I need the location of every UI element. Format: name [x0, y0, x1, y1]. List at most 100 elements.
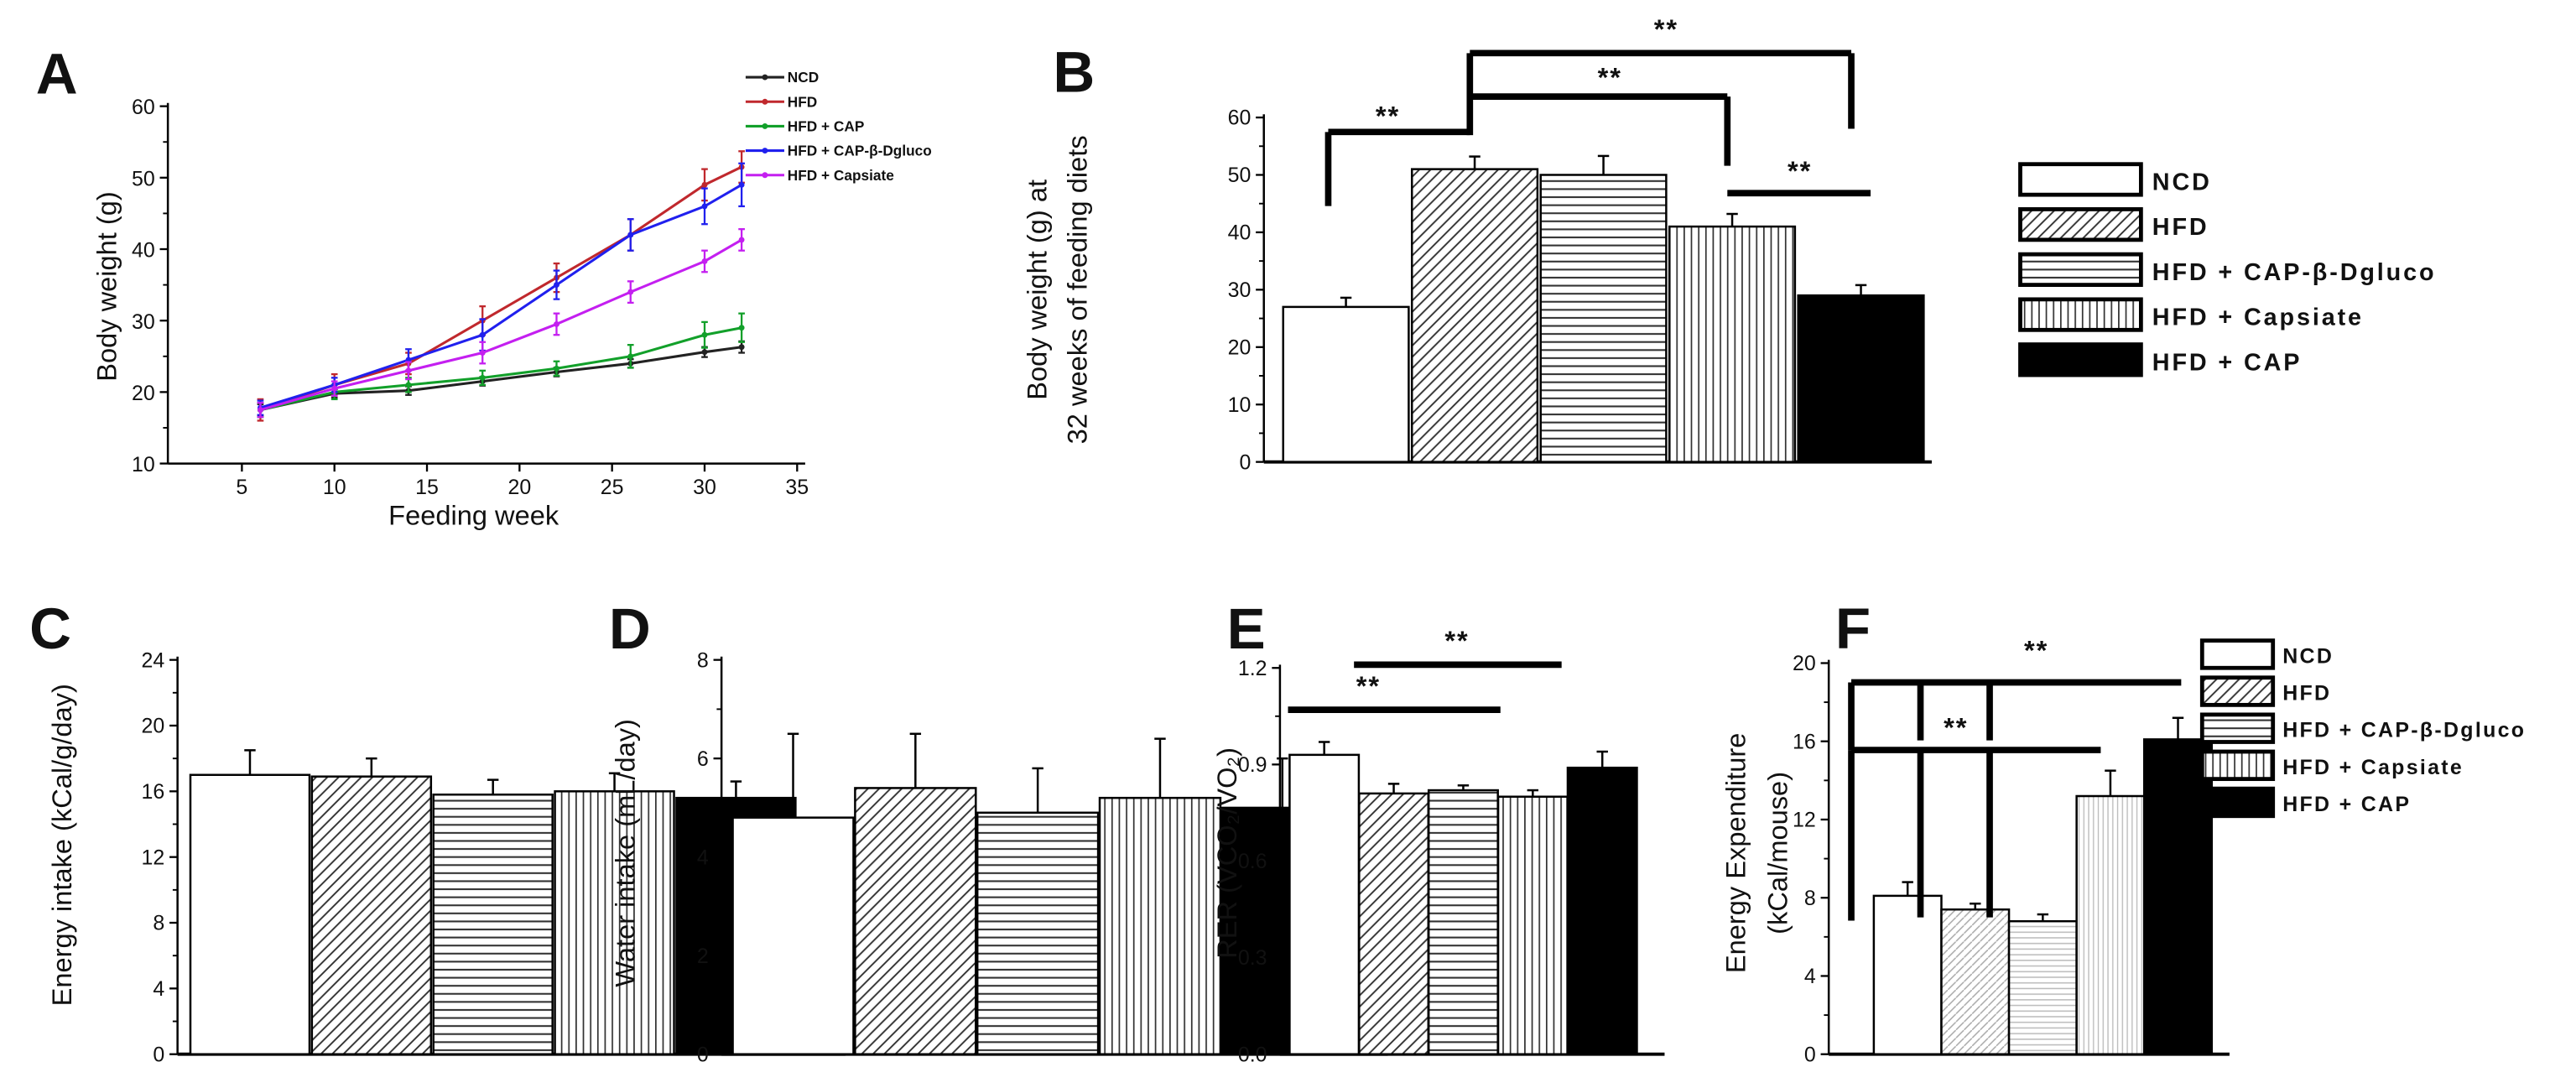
- y-tick-label: 10: [132, 453, 155, 476]
- panel-label: B: [1053, 39, 1095, 104]
- legend-marker: [762, 74, 768, 81]
- bar-hfd: [1410, 168, 1539, 463]
- y-tick-label: 1.2: [1238, 657, 1267, 680]
- bar-hfd-capsiate: [554, 790, 675, 1055]
- data-point: [738, 237, 745, 243]
- data-point: [479, 350, 486, 356]
- legend-swatch: [2018, 207, 2143, 242]
- data-point: [738, 344, 745, 351]
- legend-item: HFD + CAP: [2018, 342, 2299, 377]
- significance-label: **: [1788, 155, 1812, 186]
- legend-label: HFD: [2152, 214, 2209, 241]
- data-point: [627, 289, 634, 295]
- bar-hfd-cap-dgluco: [1539, 174, 1668, 463]
- panel-b-bar-chart: B 0 10 20 30 40 50 60 Body weight (g) at 32 weeks…: [1022, 13, 2434, 474]
- legend: NCD HFD HFD + CAP-β-Dgluco HFD + Capsiate HF…: [2018, 162, 2434, 377]
- y-tick-label: 4: [153, 977, 164, 1001]
- legend-marker: [762, 98, 768, 105]
- data-point: [331, 385, 338, 392]
- y-tick-label: 60: [1228, 107, 1252, 130]
- x-axis-label: Feeding week: [388, 499, 559, 530]
- significance-bracket: **: [1288, 670, 1501, 713]
- y-tick-label: 0.3: [1238, 946, 1267, 970]
- significance-label: **: [1444, 625, 1469, 656]
- legend-swatch: [2018, 162, 2143, 197]
- significance-bracket: **: [1848, 712, 2101, 921]
- series-line: [260, 326, 742, 412]
- y-tick-label: 20: [1793, 652, 1816, 675]
- y-tick-label: 4: [697, 846, 709, 869]
- data-point: [701, 181, 708, 188]
- y-tick-label: 8: [153, 912, 164, 935]
- y-tick-label: 10: [1228, 393, 1252, 417]
- series-hfd-cap: [257, 312, 745, 419]
- y-axis-label: Water intake (mL/day): [610, 719, 641, 987]
- data-point: [701, 331, 708, 338]
- y-tick-label: 6: [697, 747, 709, 771]
- bar-hfd-capsiate: [1668, 225, 1797, 463]
- y-tick-label: 0: [1239, 450, 1251, 474]
- significance-bracket: **: [1470, 13, 1855, 129]
- y-tick-label: 12: [142, 846, 165, 869]
- x-tick-label: 5: [236, 476, 247, 499]
- legend-swatch: [2199, 749, 2276, 782]
- data-point: [479, 374, 486, 381]
- series-hfd-cap-dgluco: [257, 162, 745, 416]
- data-point: [405, 382, 412, 388]
- data-point: [738, 325, 745, 331]
- legend-swatch: [2199, 675, 2276, 707]
- bar-hfd: [854, 787, 977, 1055]
- significance-bracket: **: [1848, 635, 2182, 751]
- series-hfd-capsiate: [257, 228, 745, 419]
- y-tick-label: 20: [132, 382, 155, 405]
- bar-hfd-cap: [1797, 294, 1925, 463]
- data-point: [554, 320, 559, 327]
- legend-item: NCD: [2199, 638, 2332, 670]
- legend-item: HFD: [2018, 207, 2209, 242]
- bar-hfd-capsiate: [1098, 796, 1222, 1055]
- y-tick-label: 50: [1228, 164, 1252, 187]
- bar-ncd: [1288, 753, 1361, 1055]
- significance-label: **: [1356, 670, 1381, 701]
- panel-label: A: [36, 40, 78, 106]
- y-tick-label: 20: [1228, 336, 1252, 359]
- y-tick-label: 20: [142, 715, 165, 738]
- legend-swatch: [2199, 712, 2276, 744]
- y-tick-label: 30: [132, 310, 155, 334]
- legend-label: HFD + CAP-β-Dgluco: [2282, 719, 2526, 742]
- legend-item: HFD + CAP-β-Dgluco: [2199, 712, 2526, 744]
- bar-hfd-cap-dgluco: [2007, 919, 2078, 1055]
- y-tick-label: 16: [142, 780, 165, 804]
- y-axis-label: (kCal/mouse): [1762, 772, 1793, 934]
- legend-item: HFD + CAP: [745, 118, 864, 135]
- significance-label: **: [1376, 101, 1400, 132]
- x-tick-label: 35: [785, 476, 809, 499]
- data-point: [701, 349, 708, 356]
- legend-marker: [762, 122, 768, 129]
- bar-ncd: [189, 773, 311, 1055]
- significance-label: **: [1944, 712, 1968, 743]
- x-tick-label: 20: [507, 476, 531, 499]
- y-tick-label: 16: [1793, 730, 1816, 753]
- series-ncd: [257, 340, 745, 417]
- y-tick-label: 0: [697, 1043, 709, 1066]
- panel-label: F: [1835, 596, 1871, 661]
- y-tick-label: 4: [1804, 965, 1816, 988]
- significance-bracket: **: [1354, 625, 1562, 669]
- y-tick-label: 40: [132, 239, 155, 263]
- y-tick-label: 60: [132, 96, 155, 119]
- legend-swatch: [2199, 786, 2276, 819]
- legend-item: NCD: [2018, 162, 2209, 197]
- legend-item: HFD: [2199, 675, 2329, 707]
- legend-item: NCD: [745, 69, 819, 86]
- legend-item: HFD: [745, 93, 817, 110]
- y-tick-label: 24: [142, 648, 165, 672]
- y-tick-label: 0.9: [1238, 753, 1267, 777]
- data-point: [627, 353, 634, 360]
- significance-label: **: [1598, 62, 1622, 93]
- y-tick-label: 0: [153, 1043, 164, 1066]
- bar-hfd-cap-dgluco: [976, 811, 1100, 1055]
- data-point: [554, 365, 559, 372]
